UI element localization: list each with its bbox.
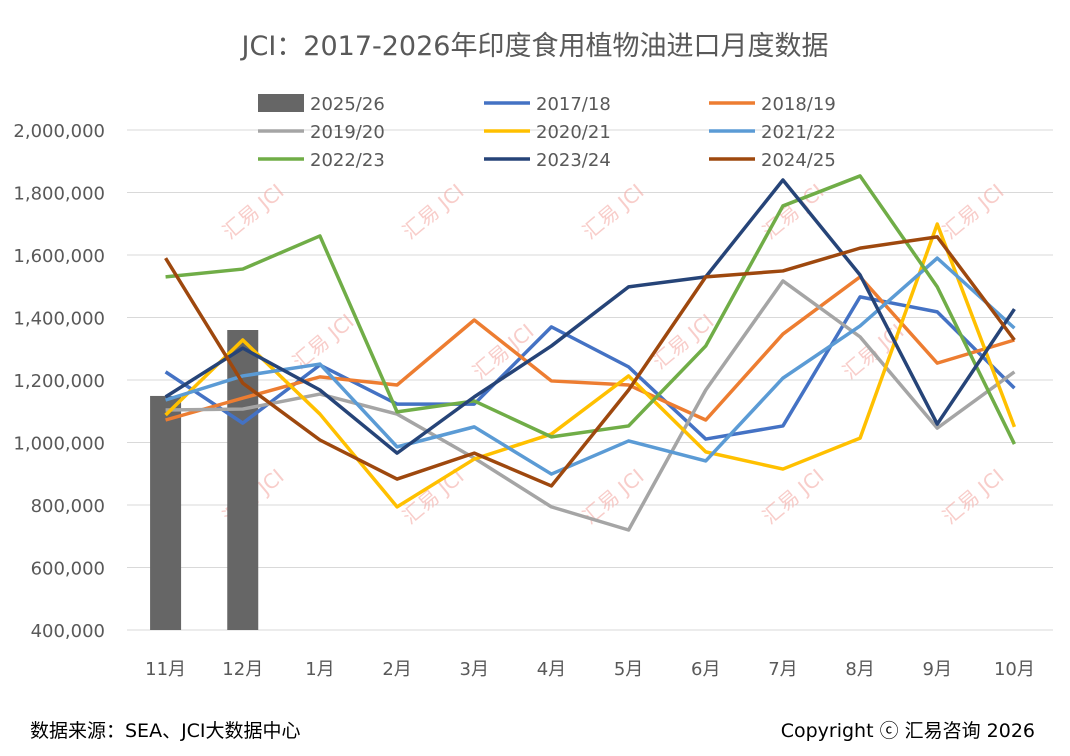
x-tick-label: 10月	[994, 659, 1035, 680]
legend-label: 2021/22	[761, 122, 836, 143]
x-tick-label: 4月	[537, 659, 566, 680]
bar-2025/26	[150, 395, 182, 630]
watermark: 汇易 JCI	[938, 179, 1009, 244]
y-tick-label: 800,000	[31, 496, 105, 517]
watermark: 汇易 JCI	[758, 464, 829, 529]
y-tick-label: 400,000	[31, 621, 105, 642]
y-tick-label: 1,800,000	[13, 184, 105, 205]
legend-label: 2019/20	[310, 122, 385, 143]
data-source: 数据来源：SEA、JCI大数据中心	[30, 720, 301, 742]
x-tick-label: 5月	[614, 659, 643, 680]
y-tick-label: 1,400,000	[13, 309, 105, 330]
series-line-2021/22	[165, 256, 1016, 476]
y-tick-label: 2,000,000	[13, 121, 105, 142]
y-tick-label: 600,000	[31, 559, 105, 580]
series-line-2019/20	[165, 279, 1016, 532]
y-tick-label: 1,000,000	[13, 434, 105, 455]
legend-label: 2020/21	[536, 122, 611, 143]
legend-swatch	[258, 94, 304, 112]
x-tick-label: 11月	[145, 659, 186, 680]
series-line-2022/23	[165, 174, 1016, 445]
watermark: 汇易 JCI	[398, 179, 469, 244]
x-tick-label: 6月	[691, 659, 720, 680]
series-line-2018/19	[165, 275, 1015, 422]
watermark: 汇易 JCI	[938, 464, 1009, 529]
series-line-2023/24	[164, 178, 1016, 455]
legend-label: 2024/25	[761, 150, 836, 171]
watermark: 汇易 JCI	[288, 309, 359, 374]
watermark: 汇易 JCI	[218, 179, 289, 244]
legend-label: 2023/24	[536, 150, 611, 171]
x-tick-label: 2月	[382, 659, 411, 680]
series-line-2024/25	[164, 235, 1016, 488]
series-line-2020/21	[164, 222, 1017, 509]
y-tick-label: 1,200,000	[13, 371, 105, 392]
legend-label: 2022/23	[310, 150, 385, 171]
legend-label: 2018/19	[761, 94, 836, 115]
legend-label: 2025/26	[310, 94, 385, 115]
x-tick-label: 9月	[923, 659, 952, 680]
copyright: Copyright ⓒ 汇易咨询 2026	[780, 720, 1035, 742]
legend-label: 2017/18	[536, 94, 611, 115]
x-tick-label: 12月	[222, 659, 263, 680]
watermark: 汇易 JCI	[578, 179, 649, 244]
x-tick-label: 8月	[845, 659, 874, 680]
chart-title: JCI：2017-2026年印度食用植物油进口月度数据	[241, 31, 829, 62]
y-tick-label: 1,600,000	[13, 246, 105, 267]
x-tick-label: 1月	[305, 659, 334, 680]
x-tick-label: 7月	[768, 659, 797, 680]
x-tick-label: 3月	[460, 659, 489, 680]
